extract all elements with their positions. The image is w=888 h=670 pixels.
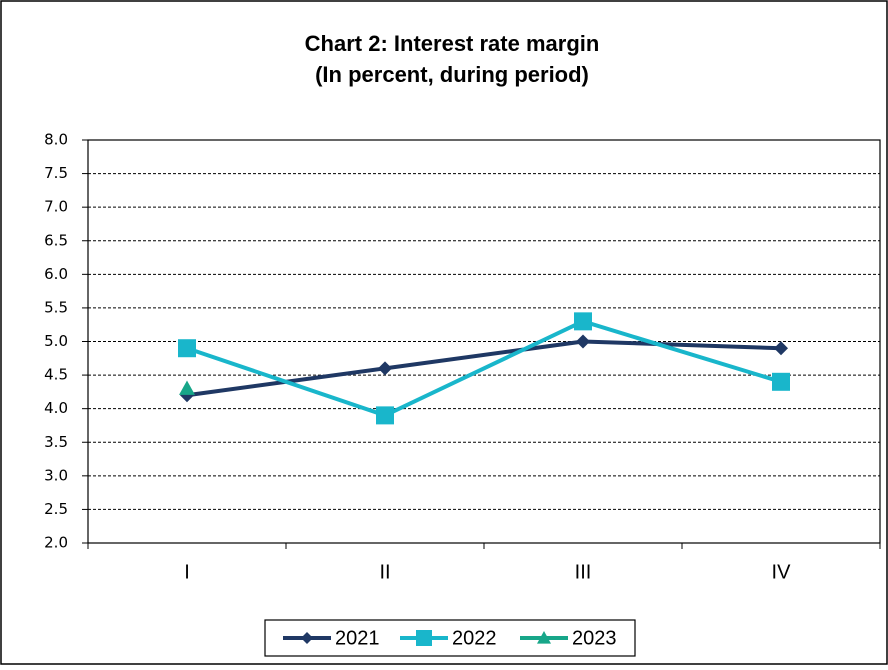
y-tick-label: 7.5: [44, 164, 68, 182]
y-tick-label: 6.5: [44, 231, 68, 249]
marker: [179, 380, 195, 395]
x-tick-label: IV: [772, 561, 792, 583]
y-tick-label: 3.5: [44, 433, 68, 451]
marker: [576, 334, 590, 349]
y-tick-label: 6.0: [44, 265, 68, 283]
marker: [178, 339, 196, 358]
y-tick-label: 5.5: [44, 298, 68, 316]
series-line: [186, 319, 782, 418]
y-tick-label: 2.0: [44, 534, 68, 552]
y-tick-label: 4.5: [44, 366, 68, 384]
marker: [378, 361, 392, 376]
x-tick-label: II: [379, 561, 390, 583]
marker: [416, 630, 432, 646]
chart-subtitle: (In percent, during period): [315, 62, 589, 87]
legend-label: 2023: [572, 627, 617, 649]
y-tick-label: 2.5: [44, 500, 68, 518]
marker: [574, 312, 592, 331]
marker: [301, 632, 313, 644]
x-tick-label: III: [575, 561, 592, 583]
y-tick-label: 5.0: [44, 332, 68, 350]
legend-label: 2022: [452, 627, 497, 649]
y-tick-label: 3.0: [44, 466, 68, 484]
legend-label: 2021: [335, 627, 380, 649]
y-tick-label: 4.0: [44, 399, 68, 417]
marker: [772, 372, 790, 391]
chart-title: Chart 2: Interest rate margin: [305, 31, 600, 56]
x-tick-label: I: [184, 561, 190, 583]
marker: [376, 406, 394, 425]
y-tick-label: 7.0: [44, 198, 68, 216]
marker: [774, 341, 788, 356]
y-tick-label: 8.0: [44, 131, 68, 149]
marker: [537, 631, 551, 644]
